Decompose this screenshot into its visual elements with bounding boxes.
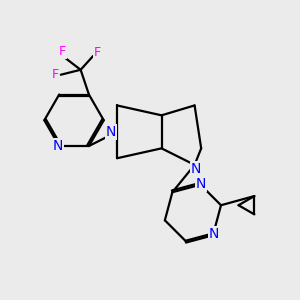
Text: F: F: [94, 46, 101, 59]
Text: N: N: [209, 227, 219, 241]
Text: N: N: [106, 125, 116, 139]
Text: N: N: [191, 162, 201, 176]
Text: N: N: [196, 177, 206, 191]
Text: F: F: [59, 45, 66, 58]
Text: F: F: [51, 68, 58, 81]
Text: N: N: [52, 139, 63, 153]
